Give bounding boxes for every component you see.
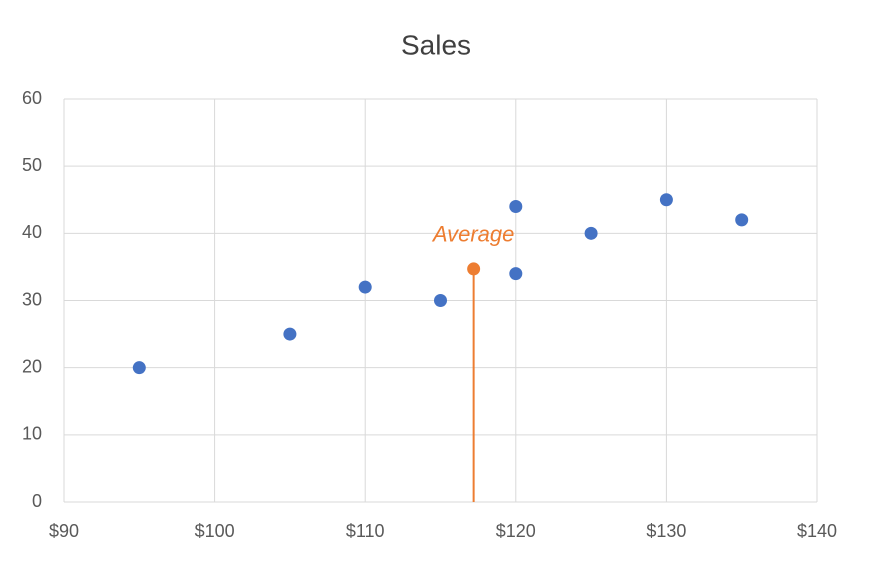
point bbox=[358, 280, 372, 294]
point bbox=[283, 327, 297, 341]
x-tick-label: $120 bbox=[496, 521, 536, 541]
point bbox=[132, 361, 146, 375]
x-tick-label: $130 bbox=[646, 521, 686, 541]
point bbox=[434, 294, 447, 307]
y-tick-label: 30 bbox=[22, 289, 42, 309]
x-tick-label: $90 bbox=[49, 521, 79, 541]
x-tick-label: $110 bbox=[346, 521, 385, 541]
average-point bbox=[467, 262, 481, 276]
point bbox=[509, 267, 523, 281]
y-tick-label: 0 bbox=[32, 491, 42, 511]
point bbox=[509, 199, 523, 213]
y-tick-label: 40 bbox=[22, 222, 42, 242]
chart-title: Sales bbox=[401, 29, 471, 60]
y-tick-label: 20 bbox=[22, 356, 42, 376]
y-tick-label: 50 bbox=[22, 155, 42, 175]
point bbox=[584, 226, 598, 240]
point bbox=[659, 193, 673, 207]
average-label: Average bbox=[431, 222, 515, 247]
y-tick-label: 60 bbox=[22, 88, 42, 108]
x-tick-label: $140 bbox=[797, 521, 837, 541]
point bbox=[735, 213, 749, 227]
x-tick-label: $100 bbox=[195, 521, 235, 541]
y-tick-label: 10 bbox=[22, 424, 42, 444]
